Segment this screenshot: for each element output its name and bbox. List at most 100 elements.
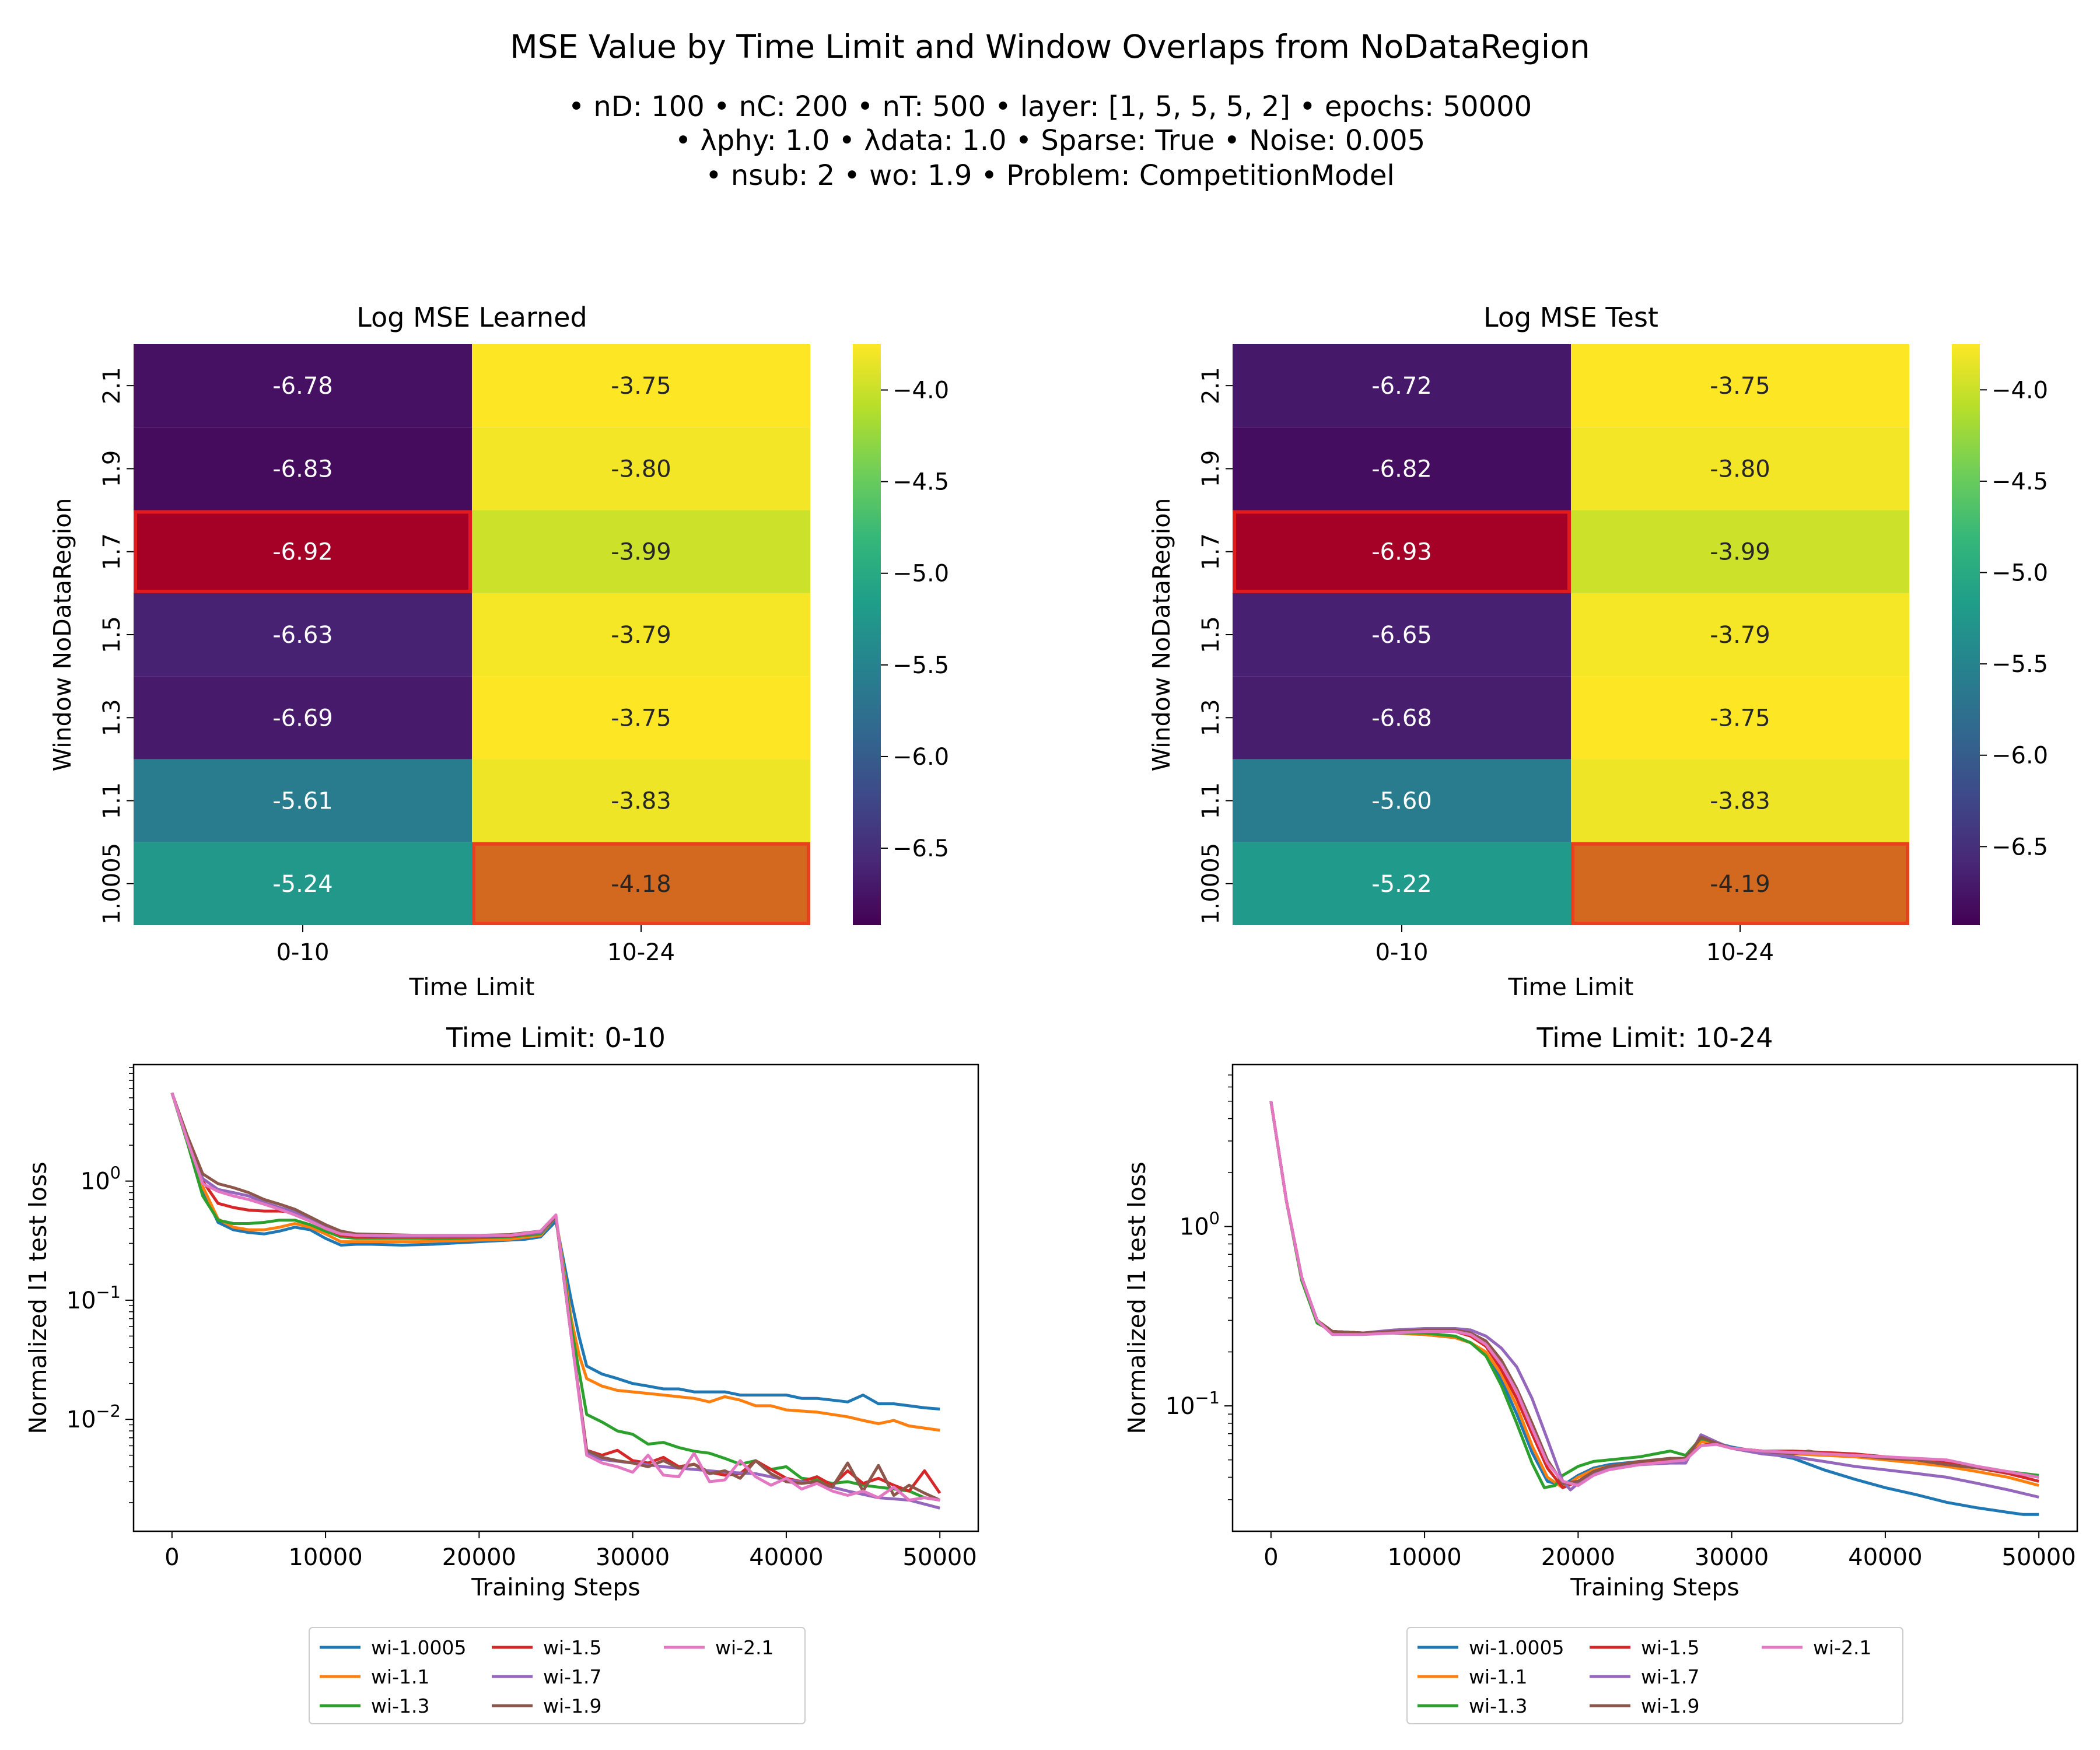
heatmap-cell [472,344,810,428]
heatmap-cell [472,759,810,842]
heatmap-cell [134,676,472,760]
x-tick-label: 0-10 [276,939,330,966]
colorbar [1952,344,1980,925]
cell-value-label: -6.68 [1371,705,1432,732]
y-tick-label: 10−1 [1166,1388,1220,1420]
cell-value-label: -6.65 [1371,622,1432,649]
legend-label: wi-1.0005 [371,1636,467,1659]
y-tick-label: 1.5 [99,616,125,653]
colorbar-tick-label: −4.5 [1992,468,2048,495]
y-tick-label: 1.0005 [1198,843,1224,925]
y-tick-label: 1.3 [99,699,125,736]
cell-value-label: -3.80 [1710,456,1770,482]
cell-value-label: -3.83 [1710,788,1770,815]
cell-value-label: -5.22 [1371,871,1432,898]
cell-value-label: -6.82 [1371,456,1432,482]
cell-value-label: -6.69 [272,705,333,732]
heatmap-cell [1571,510,1909,593]
highlight-border [1571,842,1909,925]
cell-value-label: -6.63 [272,622,333,649]
cell-value-label: -6.78 [272,373,333,400]
subtitle-line-3: • nsub: 2 • wo: 1.9 • Problem: Competiti… [705,159,1395,192]
cell-value-label: -3.75 [1710,373,1770,400]
heatmap-cell [134,593,472,677]
series-line-wi-1.3 [1269,1101,2039,1489]
highlight-border [134,510,472,593]
heatmap-cell [1233,344,1571,428]
heatmap-cell [1233,510,1571,593]
x-tick-label: 20000 [1541,1544,1615,1571]
y-axis-label: Window NoDataRegion [1147,498,1175,772]
line-chart-title: Time Limit: 10-24 [1536,1022,1773,1054]
heatmap-cell [1571,344,1909,428]
heatmap-cell [1571,427,1909,510]
colorbar-tick-label: −5.5 [1992,651,2048,678]
line-chart-2: Time Limit: 10-24 100 10−1 0 10000 20000 30000… [1123,1022,2078,1724]
x-tick-label: 10000 [288,1544,362,1571]
plot-frame [1231,1063,2078,1532]
heatmap-title: Log MSE Learned [356,302,587,333]
x-tick-label: 50000 [2002,1544,2076,1571]
y-tick-label: 100 [80,1163,121,1195]
cell-value-label: -4.18 [611,871,671,898]
heatmap-2: Log MSE Test -6.72 -3.75 -6.82 -3.80 -6.93 -3.… [1147,302,2048,1001]
colorbar-tick-label: −5.0 [892,561,949,587]
colorbar-tick-label: −6.5 [1992,834,2048,860]
heatmap-cell [1571,593,1909,677]
series-line-wi-1.7 [170,1092,940,1510]
cell-value-label: -6.93 [1371,539,1432,566]
x-axis-label: Training Steps [1570,1573,1740,1601]
x-tick-label: 0 [164,1544,179,1571]
legend-label: wi-1.5 [543,1636,602,1659]
legend-label: wi-2.1 [715,1636,774,1659]
colorbar-tick-label: −6.0 [892,744,949,771]
heatmap-cell [472,842,810,925]
y-tick-label: 1.7 [1198,533,1224,570]
colorbar [853,344,881,925]
series-line-wi-1.5 [170,1092,942,1494]
heatmap-cell [472,676,810,760]
cell-value-label: -6.83 [272,456,333,482]
colorbar-tick-label: −5.5 [892,652,949,679]
x-tick-label: 20000 [442,1544,516,1571]
series-line-wi-1.3 [170,1092,940,1502]
heatmap-cell [134,759,472,842]
x-tick-label: 30000 [596,1544,670,1571]
line-chart-1: Time Limit: 0-10 100 10−1 10−2 0 10000 20000 30… [24,1022,979,1724]
y-tick-label: 2.1 [99,367,125,404]
heatmap-cell [134,842,472,925]
legend-box [1406,1627,1903,1724]
legend-label: wi-1.3 [371,1695,430,1717]
line-chart-title: Time Limit: 0-10 [446,1022,666,1054]
y-tick-label: 2.1 [1198,367,1224,404]
heatmap-cell [134,427,472,510]
heatmap-cell [1233,759,1571,842]
plot-frame [132,1063,979,1532]
legend-label: wi-1.3 [1469,1695,1528,1717]
subtitle-line-1: • nD: 100 • nC: 200 • nT: 500 • layer: [… [568,90,1532,123]
y-tick-label: 1.1 [99,782,125,820]
legend-label: wi-1.9 [543,1695,602,1717]
colorbar-tick-label: −6.5 [892,835,949,862]
y-tick-label: 1.3 [1198,699,1224,736]
x-tick-label: 0-10 [1376,939,1429,966]
x-tick-label: 40000 [1848,1544,1922,1571]
cell-value-label: -3.83 [611,788,671,815]
cell-value-label: -3.99 [611,539,671,566]
colorbar-tick-label: −6.0 [1992,743,2048,769]
highlight-border [472,842,810,925]
subtitle-line-2: • λphy: 1.0 • λdata: 1.0 • Sparse: True … [674,124,1426,157]
y-axis-label: Normalized l1 test loss [24,1161,52,1434]
y-tick-label: 1.9 [99,450,125,488]
legend-box [309,1627,806,1724]
y-tick-label: 10−2 [66,1401,121,1433]
y-tick-label: 10−1 [66,1282,121,1314]
x-tick-label: 50000 [903,1544,977,1571]
cell-value-label: -3.79 [611,622,671,649]
x-tick-label: 30000 [1695,1544,1769,1571]
legend-label: wi-1.7 [1641,1665,1700,1688]
cell-value-label: -3.80 [611,456,671,482]
heatmap-cell [472,510,810,593]
heatmap-cell [472,427,810,510]
